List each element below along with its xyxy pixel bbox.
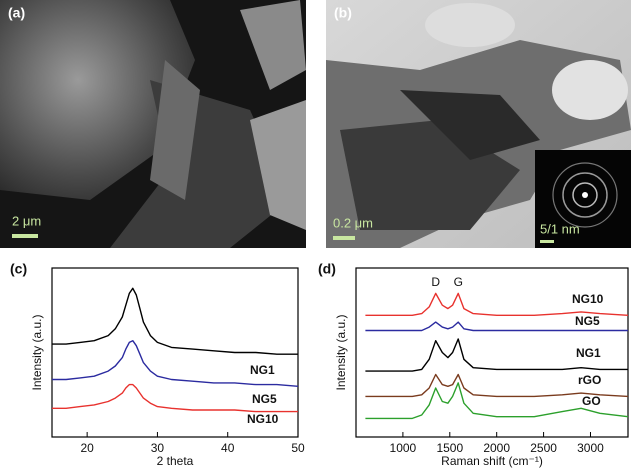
x-tick-label: 3000: [577, 441, 604, 455]
series-label: NG5: [252, 392, 277, 406]
x-tick-label: 40: [221, 441, 235, 455]
panel-label: (a): [8, 5, 25, 21]
tem-image: [326, 0, 631, 248]
x-tick-label: 2000: [483, 441, 510, 455]
scale-bar-label: 0.2 μm: [333, 215, 373, 230]
data-line: [365, 321, 628, 332]
x-tick-label: 30: [151, 441, 165, 455]
series-label: NG1: [576, 346, 601, 360]
series-label: NG1: [250, 363, 275, 377]
series-label: rGO: [578, 373, 601, 387]
panel-label: (c): [10, 261, 27, 277]
x-tick-label: 1500: [436, 441, 463, 455]
data-line: [365, 373, 629, 398]
panel-label: (b): [334, 5, 352, 21]
plot-frame: [355, 267, 629, 438]
x-tick-label: 20: [80, 441, 94, 455]
data-line: [52, 340, 299, 387]
series-label: GO: [582, 394, 601, 408]
scale-bar-label: 5/1 nm: [540, 221, 580, 236]
peak-label: G: [454, 275, 463, 289]
series-label: NG10: [247, 412, 279, 426]
data-line: [365, 338, 628, 372]
x-axis-label: Raman shift (cm⁻¹): [441, 454, 543, 468]
series-label: NG5: [575, 314, 600, 328]
y-axis-label: Intensity (a.u.): [30, 314, 44, 390]
x-tick-label: 50: [291, 441, 305, 455]
peak-label: D: [431, 275, 440, 289]
sem-image: [0, 0, 306, 248]
data-line: [365, 382, 629, 420]
plot-frame: [51, 267, 299, 438]
scale-bar-label: 2 μm: [12, 213, 41, 228]
data-line: [52, 383, 298, 413]
x-tick-label: 2500: [530, 441, 557, 455]
data-line: [365, 292, 629, 316]
y-axis-label: Intensity (a.u.): [334, 314, 348, 390]
data-line: [52, 287, 298, 355]
series-label: NG10: [572, 292, 604, 306]
x-axis-label: 2 theta: [157, 454, 194, 468]
panel-label: (d): [318, 261, 336, 277]
x-tick-label: 1000: [390, 441, 417, 455]
